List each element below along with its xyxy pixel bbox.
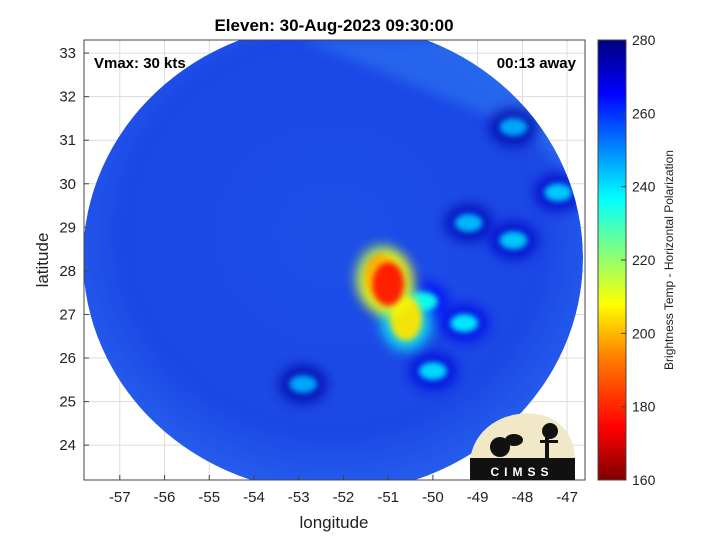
colorbar-tick-label: 280 (632, 32, 656, 48)
time-offset-annotation: 00:13 away (497, 55, 577, 72)
swath-feature (499, 231, 528, 250)
x-tick-label: -56 (154, 489, 176, 506)
axes-frame (83, 39, 586, 481)
swath-feature (418, 362, 447, 381)
y-tick-label: 27 (59, 306, 76, 323)
x-tick-label: -50 (422, 489, 444, 506)
x-tick-label: -51 (377, 489, 399, 506)
x-tick-label: -52 (333, 489, 355, 506)
colorbar-tick-label: 200 (632, 325, 656, 341)
vmax-annotation: Vmax: 30 kts (94, 55, 186, 72)
x-tick-label: -55 (198, 489, 220, 506)
y-axis-label: latitude (33, 233, 52, 288)
swath-feature (289, 375, 318, 394)
colorbar-tick-label: 260 (632, 105, 656, 121)
colorbar-ticks: 160 180 200 220 240 260 280 (621, 32, 656, 488)
colorbar-tick-label: 240 (632, 179, 656, 195)
y-tick-label: 33 (59, 45, 76, 62)
swath-features (279, 108, 583, 404)
x-ticks: -57 -56 -55 -54 -53 -52 -51 -50 -49 -48 -47 (109, 475, 578, 506)
x-tick-label: -54 (243, 489, 265, 506)
x-tick-label: -53 (288, 489, 310, 506)
swath-feature (454, 213, 483, 232)
swath-feature (544, 183, 573, 202)
colorbar-tick-label: 160 (632, 472, 656, 488)
y-tick-label: 29 (59, 219, 76, 236)
swath-background (84, 40, 583, 480)
y-tick-label: 28 (59, 263, 76, 280)
colorbar-tick-label: 220 (632, 252, 656, 268)
x-tick-label: -49 (467, 489, 489, 506)
x-tick-label: -48 (512, 489, 534, 506)
x-tick-label: -57 (109, 489, 131, 506)
cimss-logo: CIMSS (470, 413, 575, 480)
x-axis-label: longitude (299, 513, 368, 532)
y-tick-label: 31 (59, 132, 76, 149)
swath-feature (450, 314, 479, 333)
colorbar-tick-label: 180 (632, 399, 656, 415)
y-tick-label: 32 (59, 89, 76, 106)
swath-feature (499, 118, 528, 137)
y-tick-label: 26 (59, 350, 76, 367)
logo-text: CIMSS (490, 465, 553, 479)
chart-title: Eleven: 30-Aug-2023 09:30:00 (214, 16, 453, 35)
y-tick-label: 25 (59, 394, 76, 411)
y-ticks: 24 25 26 27 28 29 30 31 32 33 (59, 45, 89, 454)
swath-feature (372, 261, 405, 306)
colorbar-label: Brightness Temp - Horizontal Polarizatio… (662, 150, 676, 370)
y-tick-label: 30 (59, 176, 76, 193)
y-tick-label: 24 (59, 437, 76, 454)
x-tick-label: -47 (556, 489, 578, 506)
